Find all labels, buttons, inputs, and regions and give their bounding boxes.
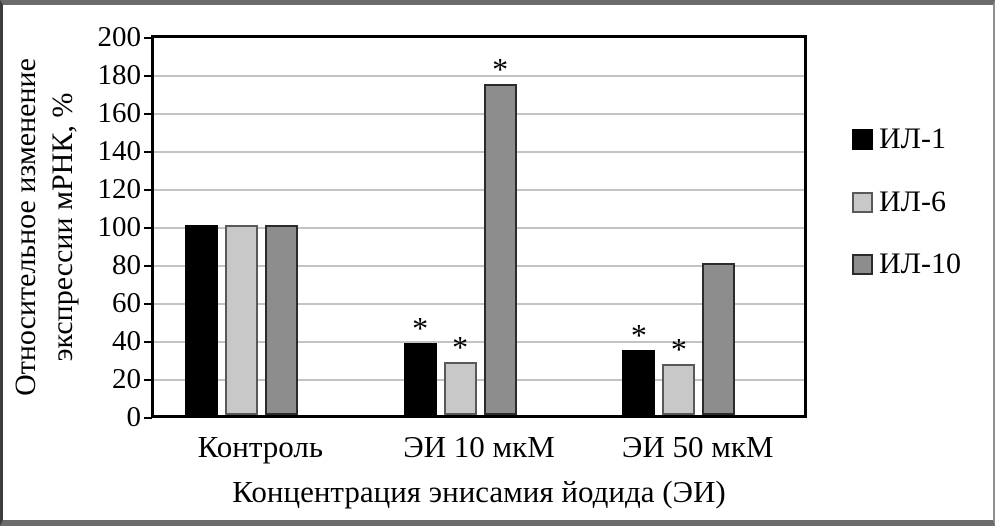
- y-tick-mark-20: [144, 379, 152, 381]
- y-tick-mark-120: [144, 189, 152, 191]
- legend-label-il10: ИЛ-10: [879, 247, 962, 280]
- bar-ИЛ-6-Контроль: [225, 225, 258, 415]
- legend-label-il6: ИЛ-6: [879, 185, 947, 218]
- x-tick-label-2: ЭИ 50 мкМ: [621, 429, 774, 464]
- y-tick-mark-200: [144, 37, 152, 39]
- y-tick-label-60: 60: [112, 287, 141, 319]
- gridline-120: [154, 189, 804, 191]
- x-axis-title: Концентрация энисамия йодида (ЭИ): [232, 474, 726, 509]
- y-tick-label-200: 200: [97, 21, 142, 53]
- legend-swatch-il1: [852, 128, 873, 150]
- gridline-160: [154, 113, 804, 115]
- legend-item-il10: ИЛ-10: [852, 247, 961, 281]
- legend-swatch-il6: [852, 191, 873, 213]
- legend-swatch-il10: [852, 253, 873, 275]
- y-tick-mark-100: [144, 227, 152, 229]
- bar-ИЛ-10-ЭИ 10 мкМ: [483, 84, 517, 415]
- significance-asterisk: *: [630, 317, 647, 353]
- gridline-40: [154, 341, 804, 343]
- significance-asterisk: *: [492, 51, 509, 87]
- y-tick-label-180: 180: [97, 59, 142, 91]
- gridline-100: [154, 227, 804, 229]
- bar-ИЛ-6-ЭИ 10 мкМ: [443, 362, 477, 415]
- bar-ИЛ-10-ЭИ 50 мкМ: [702, 263, 736, 415]
- significance-asterisk: *: [670, 331, 687, 367]
- y-tick-mark-40: [144, 341, 152, 343]
- legend-item-il6: ИЛ-6: [852, 185, 946, 219]
- y-tick-label-160: 160: [97, 97, 142, 129]
- bar-ИЛ-1-ЭИ 10 мкМ: [403, 343, 437, 415]
- gridline-60: [154, 303, 804, 305]
- bar-ИЛ-10-Контроль: [265, 225, 298, 415]
- y-tick-label-80: 80: [112, 249, 141, 281]
- gridline-140: [154, 151, 804, 153]
- bar-ИЛ-1-ЭИ 50 мкМ: [622, 350, 656, 415]
- plot-area: * * * * *: [151, 35, 807, 418]
- y-tick-label-0: 0: [126, 401, 142, 433]
- significance-asterisk: *: [452, 329, 469, 365]
- x-tick-label-1: ЭИ 10 мкМ: [403, 429, 555, 464]
- legend-item-il1: ИЛ-1: [852, 122, 946, 156]
- y-tick-label-20: 20: [112, 363, 141, 395]
- y-tick-mark-80: [144, 265, 152, 267]
- bar-ИЛ-1-Контроль: [185, 225, 218, 415]
- y-tick-mark-0: [144, 417, 152, 419]
- gridline-180: [154, 75, 804, 77]
- y-tick-label-120: 120: [97, 173, 142, 205]
- y-tick-label-40: 40: [112, 325, 141, 357]
- gridline-20: [154, 379, 804, 381]
- legend-label-il1: ИЛ-1: [879, 122, 947, 155]
- y-axis-title-line1: Относительное изменение: [9, 58, 42, 396]
- significance-asterisk: *: [412, 310, 429, 346]
- y-tick-mark-60: [144, 303, 152, 305]
- chart-canvas: Относительное изменение экспрессии мРНК,…: [3, 5, 993, 520]
- x-tick-label-0: Контроль: [197, 429, 324, 464]
- y-tick-mark-160: [144, 113, 152, 115]
- y-tick-mark-140: [144, 151, 152, 153]
- y-tick-label-100: 100: [97, 211, 142, 243]
- gridline-80: [154, 265, 804, 267]
- y-tick-mark-180: [144, 75, 152, 77]
- y-tick-label-140: 140: [97, 135, 142, 167]
- bar-ИЛ-6-ЭИ 50 мкМ: [662, 364, 696, 415]
